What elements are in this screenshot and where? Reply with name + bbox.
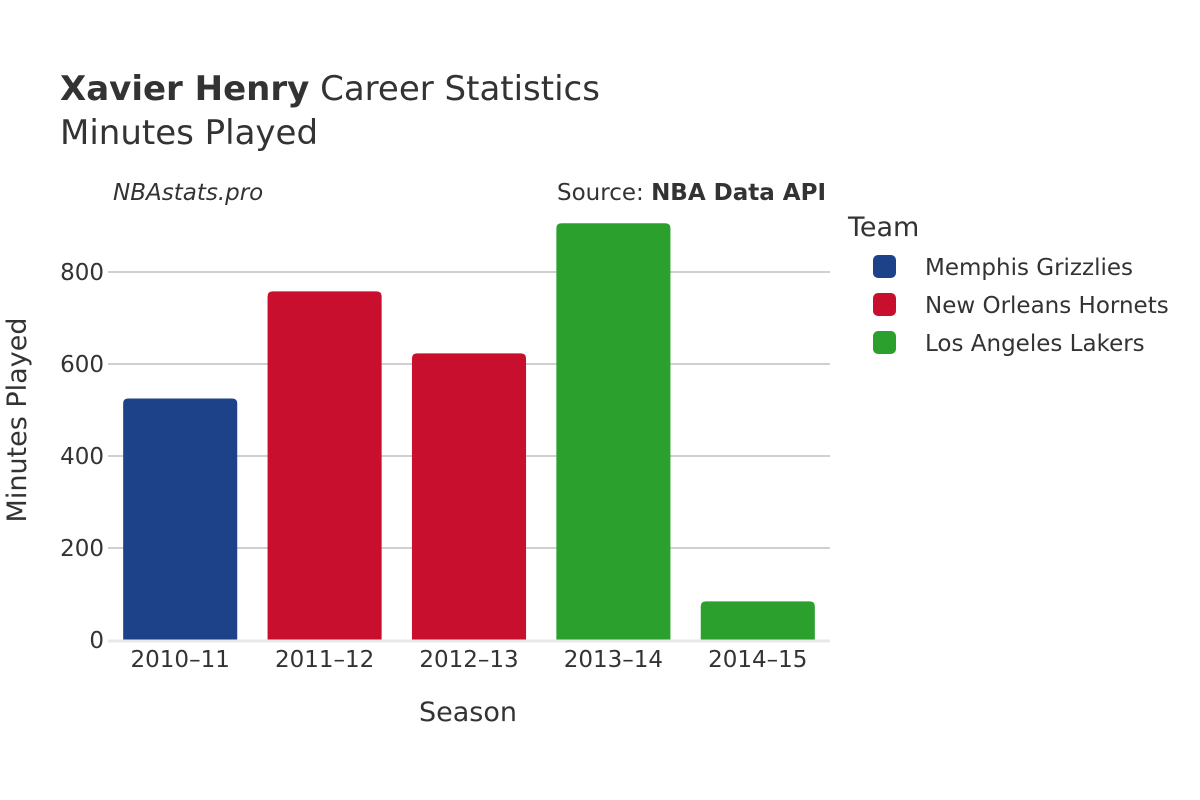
y-axis-title: Minutes Played — [2, 318, 33, 523]
y-tick-label: 0 — [89, 628, 104, 654]
chart-title-player: Xavier Henry — [60, 69, 309, 109]
legend-label: New Orleans Hornets — [925, 293, 1169, 319]
source-name: NBA Data API — [651, 180, 826, 206]
legend-title: Team — [847, 212, 919, 243]
bar — [123, 398, 238, 640]
x-tick-label: 2010–11 — [131, 647, 230, 673]
bar — [556, 223, 671, 641]
x-tick-label: 2013–14 — [564, 647, 663, 673]
legend-label: Los Angeles Lakers — [925, 331, 1145, 357]
chart-subtitle: Minutes Played — [60, 113, 318, 153]
legend-label: Memphis Grizzlies — [925, 255, 1133, 281]
x-tick-label: 2011–12 — [275, 647, 374, 673]
bars — [123, 223, 815, 641]
bar — [267, 291, 382, 640]
x-axis-ticks: 2010–11 2011–12 2012–13 2013–14 2014–15 — [131, 647, 808, 673]
legend-swatch — [873, 331, 896, 354]
y-tick-label: 200 — [60, 536, 104, 562]
y-tick-label: 400 — [60, 444, 104, 470]
legend: Team Memphis Grizzlies New Orleans Hornet… — [847, 212, 1169, 357]
chart-title-suffix: Career Statistics — [309, 69, 600, 109]
bar — [411, 353, 527, 640]
source-prefix: Source: — [557, 180, 651, 206]
y-tick-label: 800 — [60, 260, 104, 286]
chart-title: Xavier Henry Career Statistics — [60, 69, 600, 109]
x-tick-label: 2014–15 — [708, 647, 807, 673]
y-axis-ticks: 0 200 400 600 800 — [60, 260, 104, 654]
watermark: NBAstats.pro — [113, 180, 263, 206]
source-credit: Source: NBA Data API — [557, 180, 826, 206]
y-tick-label: 600 — [60, 352, 104, 378]
legend-swatch — [873, 293, 896, 316]
bar — [700, 601, 815, 640]
x-tick-label: 2012–13 — [419, 647, 518, 673]
x-axis-title: Season — [419, 697, 517, 728]
legend-swatch — [873, 255, 896, 278]
